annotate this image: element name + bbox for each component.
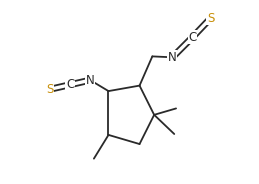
Text: N: N — [168, 51, 177, 64]
Text: C: C — [66, 78, 74, 91]
Text: N: N — [86, 74, 95, 87]
Text: C: C — [188, 31, 197, 44]
Text: S: S — [46, 83, 54, 96]
Text: S: S — [207, 12, 214, 24]
